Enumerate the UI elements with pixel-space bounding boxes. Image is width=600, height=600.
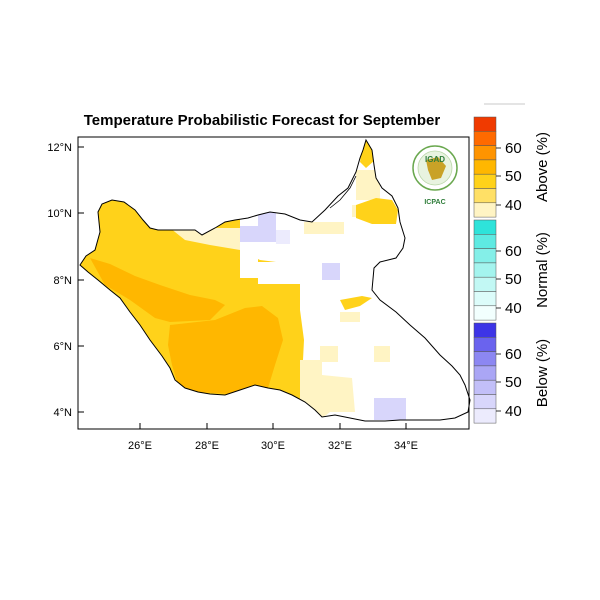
y-tick-label: 12°N (47, 142, 72, 154)
colorbars: 40 50 60 Above (%) 40 50 60 Normal (%) 40 50 60 Bel… (473, 116, 551, 424)
y-tick-label: 4°N (54, 407, 73, 419)
colorbar-swatch (473, 145, 497, 161)
colorbar-swatch (473, 291, 497, 307)
colorbar-swatch (473, 394, 497, 410)
below-normal-cell-2 (240, 226, 276, 242)
colorbar-swatch (473, 188, 497, 204)
colorbar-tick-label: 50 (505, 271, 522, 288)
above-cell-ne-6 (320, 346, 338, 362)
colorbar-swatch (473, 305, 497, 321)
below-normal-cell-4 (322, 263, 340, 280)
africa-map-icon (426, 157, 446, 180)
y-tick-label: 8°N (54, 275, 73, 287)
colorbar-tick-label: 60 (505, 346, 522, 363)
colorbar-swatch (473, 248, 497, 264)
colorbar-swatch (473, 351, 497, 367)
above-high-core-south (168, 306, 283, 394)
colorbar-label: Above (%) (534, 132, 551, 202)
colorbar-tick-label: 60 (505, 243, 522, 260)
near-normal-block-2 (258, 262, 300, 284)
x-tick-label: 26°E (128, 440, 152, 452)
x-tick-label: 28°E (195, 440, 219, 452)
colorbar-tick-label: 40 (505, 300, 522, 317)
colorbar-label: Below (%) (534, 339, 551, 407)
above-patch-ne-3 (340, 296, 372, 310)
colorbar-label: Normal (%) (534, 232, 551, 308)
above-patch-ne-1 (356, 198, 398, 224)
south-sudan-border (79, 138, 471, 422)
colorbar-swatch (473, 262, 497, 278)
colorbar-3: 40 50 60 Below (%) (473, 322, 551, 424)
colorbar-tick-label: 60 (505, 140, 522, 157)
colorbar-swatch (473, 219, 497, 235)
internal-border-line (329, 175, 357, 209)
colorbar-swatch (473, 337, 497, 352)
x-tick-label: 30°E (261, 440, 285, 452)
colorbar-swatch (473, 116, 497, 132)
colorbar-tick-label: 50 (505, 374, 522, 391)
colorbar-swatch (473, 173, 497, 189)
y-tick-label: 6°N (54, 341, 73, 353)
above-cell-ne-5 (374, 346, 390, 362)
x-tick-label: 32°E (328, 440, 352, 452)
colorbar-tick-label: 40 (505, 403, 522, 420)
above-high-core-west (90, 258, 225, 322)
logo-name: IGAD (425, 155, 445, 164)
colorbar-swatch (473, 159, 497, 175)
below-normal-cell-3 (276, 230, 290, 244)
x-tick-label: 34°E (394, 440, 418, 452)
y-tick-label: 10°N (47, 208, 72, 220)
colorbar-tick-label: 50 (505, 168, 522, 185)
colorbar-swatch (473, 322, 497, 338)
near-normal-block-1 (240, 248, 258, 278)
above-light-band-east (300, 360, 355, 420)
above-cell-ne-4 (340, 312, 360, 322)
map-title: Temperature Probabilistic Forecast for S… (84, 112, 441, 129)
colorbar-swatch (473, 234, 497, 249)
above-cell-ne-1 (304, 222, 344, 234)
colorbar-tick-label: 40 (505, 197, 522, 214)
colorbar-2: 40 50 60 Normal (%) (473, 219, 551, 321)
below-normal-cell-5 (374, 398, 406, 420)
colorbar-1: 40 50 60 Above (%) (473, 116, 551, 218)
colorbar-swatch (473, 408, 497, 424)
logo-sub: ICPAC (424, 199, 445, 206)
colorbar-swatch (473, 276, 497, 292)
y-axis: 12°N 10°N 8°N 6°N 4°N (47, 142, 84, 419)
colorbar-swatch (473, 365, 497, 381)
colorbar-swatch (473, 131, 497, 146)
igad-logo: IGAD ICPAC (412, 145, 458, 206)
colorbar-swatch (473, 379, 497, 395)
x-axis: 26°E 28°E 30°E 32°E 34°E (128, 423, 418, 452)
above-light-band-north (170, 228, 240, 250)
colorbar-swatch (473, 202, 497, 218)
